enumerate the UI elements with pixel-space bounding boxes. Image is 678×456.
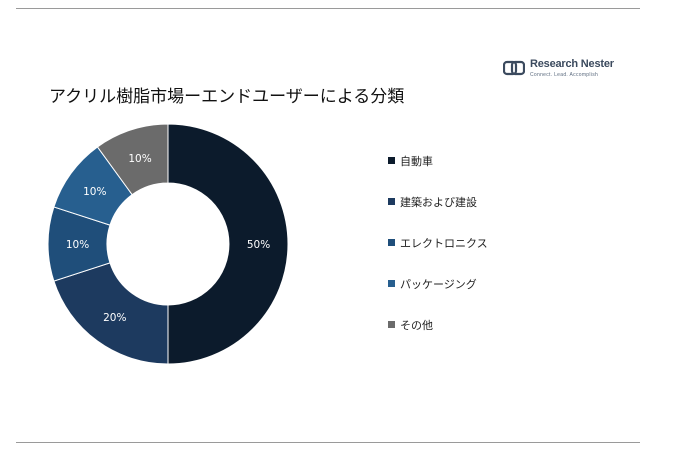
logo-name: Research Nester [530,58,614,70]
legend-swatch-1 [388,157,395,164]
legend-label-5: その他 [400,319,433,332]
slice-label-1: 50% [247,239,270,251]
slice-label-5: 10% [128,153,151,165]
chart-title: アクリル樹脂市場ーエンドユーザーによる分類 [49,87,405,107]
legend-swatch-5 [388,321,395,328]
top-divider [16,8,640,9]
legend-label-1: 自動車 [400,155,433,168]
donut-slice-2 [53,262,169,365]
research-nester-logo: Research Nester Connect. Lead. Accomplis… [503,58,614,80]
logo-mark-icon [503,60,525,76]
legend-swatch-3 [388,239,395,246]
legend-label-4: パッケージング [400,278,477,291]
legend-swatch-4 [388,280,395,287]
slice-label-4: 10% [83,186,106,198]
legend-label-3: エレクトロニクス [400,237,488,250]
slice-label-3: 10% [66,239,89,251]
legend-label-2: 建築および建設 [400,196,477,209]
donut-slice-1 [167,123,289,365]
slice-label-2: 20% [103,312,126,324]
legend-swatch-2 [388,198,395,205]
bottom-divider [16,442,640,443]
donut-slice-5 [96,123,169,196]
logo-tagline: Connect. Lead. Accomplish [530,72,599,78]
